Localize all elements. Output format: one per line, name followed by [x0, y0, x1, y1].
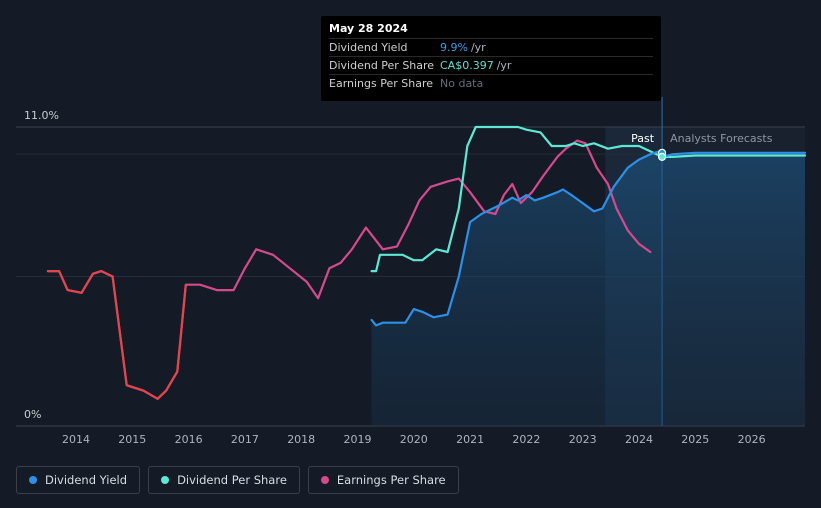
dividend-yield-line	[370, 150, 807, 327]
x-tick-label: 2022	[512, 433, 540, 446]
tooltip-value: 9.9%	[440, 41, 468, 54]
earnings-per-share-negative-line	[47, 270, 187, 400]
dividend-per-share-dot-icon	[161, 476, 170, 484]
x-tick-label: 2020	[400, 433, 428, 446]
tooltip-row-dividend-per-share: Dividend Per Share CA$0.397 /yr	[329, 57, 653, 75]
dividend-yield-dot-icon	[29, 476, 37, 484]
tooltip-label: Earnings Per Share	[329, 77, 434, 90]
dividend-per-share-marker	[657, 152, 667, 161]
tooltip-row-earnings-per-share: Earnings Per Share No data	[329, 75, 653, 92]
legend-label: Earnings Per Share	[336, 473, 446, 487]
x-tick-label: 2017	[231, 433, 259, 446]
y-axis-label-bottom: 0%	[24, 408, 41, 421]
x-tick-label: 2015	[118, 433, 146, 446]
legend-label: Dividend Per Share	[177, 473, 287, 487]
y-axis-label-top: 11.0%	[24, 109, 59, 122]
tooltip-date: May 28 2024	[329, 20, 653, 39]
forecast-label: Analysts Forecasts	[670, 132, 773, 145]
x-tick-label: 2021	[456, 433, 484, 446]
tooltip: May 28 2024 Dividend Yield 9.9% /yr Divi…	[321, 16, 661, 101]
x-tick-label: 2018	[287, 433, 315, 446]
dividend-per-share-line	[370, 125, 807, 273]
tooltip-value: CA$0.397	[440, 59, 494, 72]
legend-dividend-per-share[interactable]: Dividend Per Share	[148, 466, 300, 494]
legend-earnings-per-share[interactable]: Earnings Per Share	[307, 466, 459, 494]
tooltip-unit: /yr	[496, 59, 512, 72]
past-label: Past	[631, 132, 655, 145]
x-tick-label: 2014	[62, 433, 90, 446]
dividend-yield-area	[371, 151, 808, 426]
x-tick-label: 2016	[175, 433, 203, 446]
tooltip-label: Dividend Yield	[329, 41, 408, 54]
tooltip-unit: /yr	[470, 41, 486, 54]
x-tick-label: 2026	[738, 433, 766, 446]
x-tick-label: 2023	[569, 433, 597, 446]
tooltip-value: No data	[440, 77, 484, 90]
x-tick-label: 2024	[625, 433, 653, 446]
x-tick-label: 2025	[681, 433, 709, 446]
legend-label: Dividend Yield	[45, 473, 128, 487]
earnings-per-share-dot-icon	[320, 476, 329, 484]
tooltip-row-dividend-yield: Dividend Yield 9.9% /yr	[329, 39, 653, 57]
legend: Dividend Yield Dividend Per Share Earnin…	[16, 466, 459, 494]
legend-dividend-yield[interactable]: Dividend Yield	[16, 466, 141, 494]
tooltip-label: Dividend Per Share	[329, 59, 435, 72]
x-tick-label: 2019	[344, 433, 372, 446]
